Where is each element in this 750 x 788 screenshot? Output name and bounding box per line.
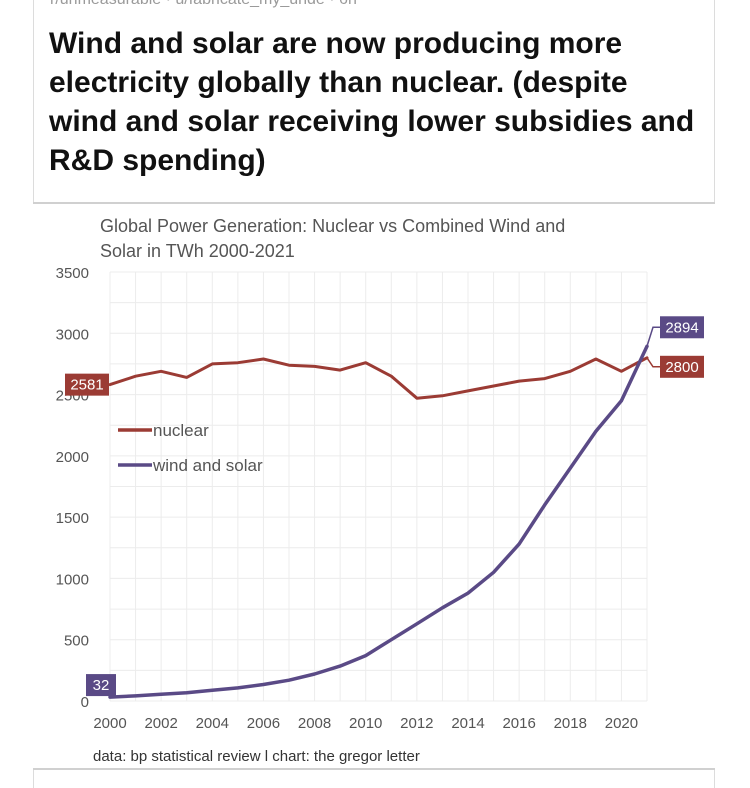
callout-leader — [646, 326, 660, 347]
x-tick-label: 2010 — [349, 715, 382, 732]
line-chart: Global Power Generation: Nuclear vs Comb… — [56, 216, 704, 765]
callout-box — [65, 373, 109, 396]
callout-box — [660, 355, 704, 378]
y-tick-label: 3500 — [56, 265, 89, 282]
x-tick-label: 2000 — [93, 715, 126, 732]
y-tick-label: 3000 — [56, 326, 89, 343]
series-line-wind-and-solar — [108, 344, 649, 699]
y-tick-label: 1500 — [56, 510, 89, 527]
y-tick-label: 2000 — [56, 449, 89, 466]
x-tick-label: 2018 — [554, 715, 587, 732]
y-tick-label: 0 — [81, 694, 89, 711]
chart-image[interactable]: Global Power Generation: Nuclear vs Comb… — [33, 202, 715, 770]
x-tick-label: 2008 — [298, 715, 331, 732]
chart-title-line: Solar in TWh 2000-2021 — [100, 241, 295, 261]
x-tick-label: 2012 — [400, 715, 433, 732]
callout-label: 2800 — [665, 359, 698, 376]
callout-box — [660, 316, 704, 339]
y-tick-label: 1000 — [56, 571, 89, 588]
legend-label: nuclear — [153, 421, 209, 440]
series-line-nuclear — [108, 356, 649, 400]
y-tick-label: 500 — [64, 633, 89, 650]
callout-label: 2894 — [665, 319, 698, 336]
callout-label: 32 — [93, 677, 110, 694]
legend-label: wind and solar — [152, 456, 263, 475]
chart-title-line: Global Power Generation: Nuclear vs Comb… — [100, 216, 565, 236]
x-tick-label: 2002 — [144, 715, 177, 732]
x-tick-label: 2016 — [502, 715, 535, 732]
x-tick-label: 2020 — [605, 715, 638, 732]
x-tick-label: 2014 — [451, 715, 484, 732]
post-title[interactable]: Wind and solar are now producing more el… — [49, 27, 695, 177]
x-tick-label: 2004 — [196, 715, 229, 732]
callout-box — [86, 674, 116, 697]
callout-leader — [646, 357, 660, 368]
chart-source: data: bp statistical review l chart: the… — [93, 748, 420, 765]
post-meta: r/unmeasurable · u/fabricate_my_unde · 6… — [50, 0, 357, 9]
callout-label: 2581 — [70, 377, 103, 394]
x-tick-label: 2006 — [247, 715, 280, 732]
